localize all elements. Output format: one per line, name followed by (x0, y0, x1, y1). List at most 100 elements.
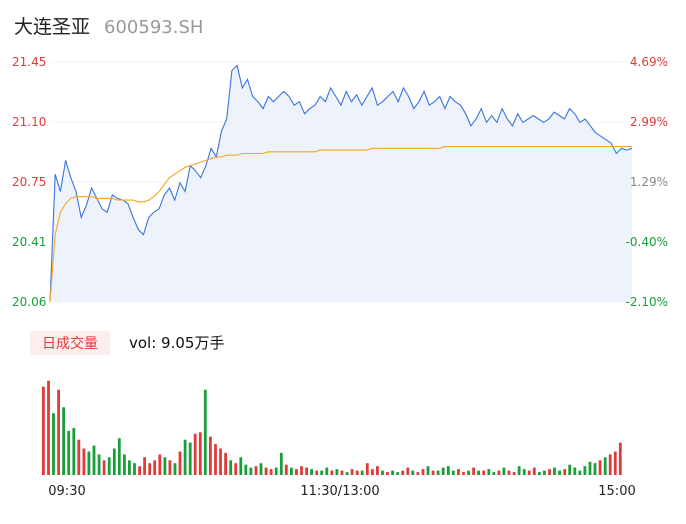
volume-bar (431, 470, 435, 475)
volume-bar (193, 433, 197, 475)
volume-bar (310, 469, 313, 475)
volume-bar (77, 439, 81, 475)
y-tick-label: 21.10 (12, 115, 46, 129)
volume-bar (214, 444, 217, 475)
volume-bar (451, 470, 455, 475)
y-right-tick-label: 2.99% (630, 115, 668, 129)
volume-bar (583, 466, 587, 475)
volume-bar (522, 469, 526, 475)
x-tick-label: 09:30 (48, 484, 85, 499)
volume-bar (143, 457, 146, 475)
volume-bar (284, 464, 288, 475)
average-line (49, 146, 632, 303)
volume-bar (381, 470, 384, 475)
volume-bar (102, 460, 106, 475)
volume-bar (426, 466, 430, 475)
volume-bar (446, 466, 450, 475)
volume-bar (376, 466, 379, 475)
volume-bar (608, 454, 612, 475)
volume-bar (219, 448, 222, 475)
volume-bar (350, 469, 354, 475)
volume-bar (234, 463, 238, 475)
y-right-tick-label: -0.40% (626, 235, 668, 249)
volume-bar (386, 472, 389, 475)
volume-bar (396, 472, 400, 475)
volume-bar (123, 454, 126, 475)
volume-bar (198, 432, 202, 475)
volume-bar (290, 467, 293, 475)
volume-bar (482, 470, 486, 475)
volume-bar (330, 470, 334, 475)
volume-bar (416, 472, 420, 475)
volume-bar (138, 466, 141, 475)
volume-bar (295, 469, 298, 475)
volume-bar (229, 460, 233, 475)
volume-bar (538, 472, 541, 475)
volume-bar (153, 460, 157, 475)
volume-bar (497, 470, 501, 475)
stock-name: 大连圣亚 (14, 16, 91, 38)
volume-bar (563, 469, 567, 475)
price-line (49, 64, 633, 303)
volume-bar (239, 457, 243, 475)
volume-bar (224, 452, 227, 475)
x-tick-label: 15:00 (598, 484, 635, 499)
volume-bar (345, 472, 349, 475)
volume-bar (112, 448, 116, 475)
volume-bar (117, 438, 121, 475)
volume-bar (300, 466, 303, 475)
volume-bar (512, 472, 516, 475)
volume-bar (305, 467, 308, 475)
volume-bar (279, 452, 283, 475)
volume-bar (548, 469, 551, 475)
volume-bar (209, 436, 212, 475)
volume-bar (264, 467, 268, 475)
y-tick-label: 20.75 (12, 175, 46, 189)
y-right-tick-label: 4.69% (630, 55, 668, 69)
volume-bar (406, 467, 410, 475)
volume-bar (335, 469, 339, 475)
volume-bar (183, 439, 187, 475)
volume-bar (42, 386, 45, 475)
volume-bar (188, 442, 192, 475)
volume-bar (82, 448, 86, 475)
volume-bar (507, 470, 511, 475)
price-area (50, 65, 632, 302)
volume-readout: vol: 9.05万手 (129, 334, 225, 352)
volume-bar (603, 457, 607, 475)
volume-bar (618, 442, 622, 475)
volume-bar (568, 464, 572, 475)
volume-bar (477, 470, 480, 475)
volume-bar (558, 470, 561, 475)
volume-bar (462, 472, 465, 475)
volume-bar (178, 451, 182, 475)
volume-bar (320, 470, 324, 475)
volume-bar (598, 460, 602, 475)
volume-bar (325, 467, 329, 475)
volume-bar (249, 467, 253, 475)
volume-bar (57, 389, 60, 475)
volume-bar (67, 430, 71, 475)
y-tick-label: 20.41 (12, 235, 46, 249)
volume-bar (553, 467, 556, 475)
volume-bar (401, 470, 405, 475)
y-tick-label: 21.45 (12, 55, 46, 69)
volume-bar (72, 427, 76, 475)
volume-bar (168, 460, 172, 475)
y-right-tick-label: 1.29% (630, 175, 668, 189)
volume-bar (133, 463, 136, 475)
volume-tab[interactable]: 日成交量 (30, 331, 110, 355)
volume-bar (532, 467, 536, 475)
y-right-tick-label: -2.10% (626, 295, 668, 309)
volume-bar (517, 466, 521, 475)
volume-bar (315, 470, 319, 475)
volume-bar (87, 451, 91, 475)
volume-bar (588, 461, 592, 475)
volume-bar (355, 470, 359, 475)
volume-bar (203, 389, 207, 475)
volume-bar (128, 460, 131, 475)
volume-bar (467, 470, 470, 475)
volume-bar (472, 467, 475, 475)
volume-bar (411, 470, 415, 475)
volume-bar (163, 457, 167, 475)
